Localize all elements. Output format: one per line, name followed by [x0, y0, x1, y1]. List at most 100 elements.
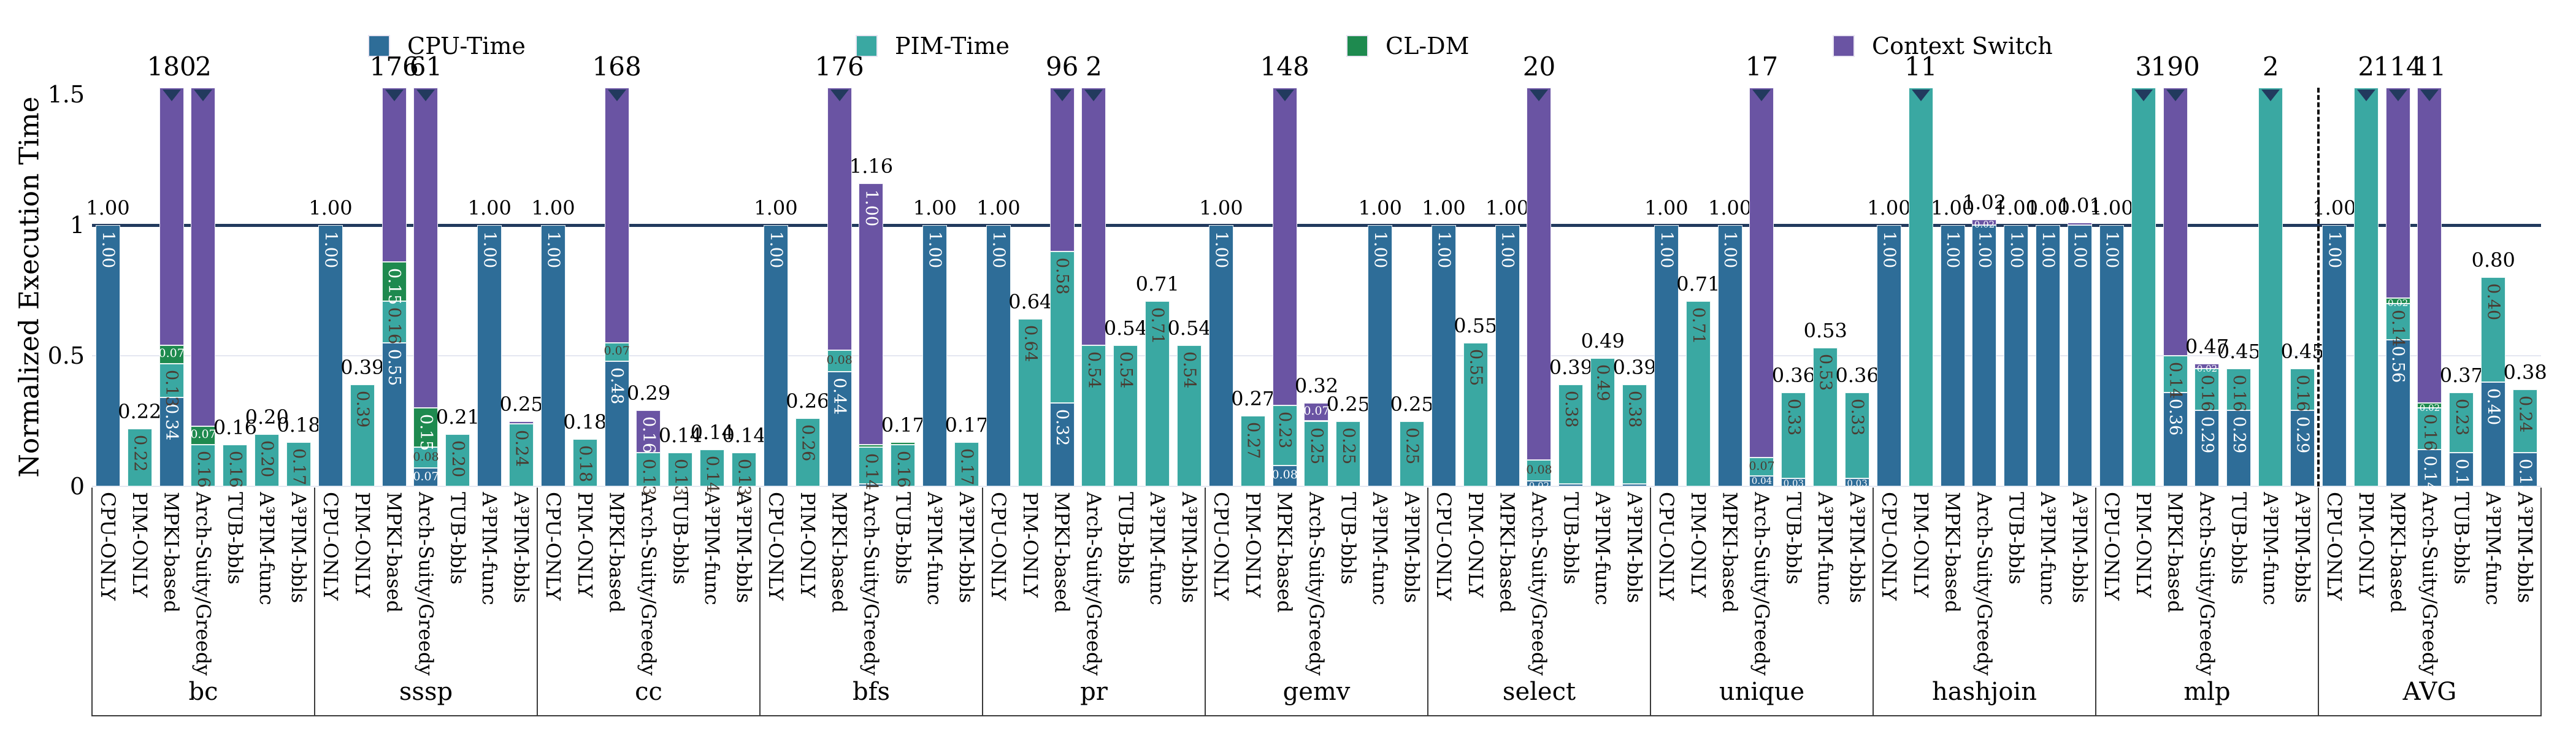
x-tick-label: A³PIM-func: [700, 492, 724, 605]
x-tick-label: CPU-ONLY: [764, 492, 788, 601]
x-tick-label: CPU-ONLY: [2322, 492, 2346, 601]
bar-segment-cpu: [2449, 452, 2474, 486]
x-tick-label: TUB-bbls: [669, 492, 692, 585]
bar-segment-cpu: [2385, 340, 2410, 486]
x-tick-label: Arch-Suity/Greedy: [859, 492, 883, 676]
bar-segment-value: 0.07: [1303, 404, 1330, 418]
bar-total-label: 1.00: [1199, 196, 1243, 220]
bar-segment-ctx: [1527, 88, 1552, 461]
bar-segment-value: 0.16: [893, 450, 913, 488]
bar-segment-cpu: [1845, 478, 1870, 486]
bar-segment-value: 1.00: [2325, 231, 2344, 269]
bar-segment-value: 0.32: [1052, 408, 1072, 446]
bar-segment-ctx: [1749, 88, 1774, 458]
x-tick-label: TUB-bbls: [1114, 492, 1138, 585]
overflow-arrow-icon: [1052, 90, 1071, 101]
bar-segment-cldm: [413, 408, 439, 448]
group-separator: [759, 488, 761, 716]
bar-segment-cpu: [2417, 450, 2442, 486]
bar-segment-ctx: [1049, 88, 1075, 251]
overflow-arrow-icon: [162, 90, 181, 101]
bar-segment-value: 0.08: [1271, 468, 1298, 482]
bar-segment-cpu: [1558, 483, 1584, 486]
overflow-arrow-icon: [385, 90, 404, 101]
bar-segment-pim: [127, 429, 152, 486]
bar-segment-value: 1.00: [1720, 231, 1740, 269]
bar-segment-pim: [1845, 392, 1870, 479]
legend-swatch-ctx: [1833, 35, 1855, 57]
bar-segment-cpu: [1972, 225, 1997, 486]
y-tick-0: 0: [69, 473, 85, 500]
bar-segment-value: 1.00: [861, 189, 881, 226]
overflow-value: 17: [1745, 52, 1779, 82]
x-tick-label: A³PIM-func: [923, 492, 947, 605]
overflow-value: 168: [592, 52, 642, 82]
bar-segment-value: 0.16: [2420, 414, 2439, 451]
legend-swatch-pim: [856, 35, 878, 57]
overflow-value: 11: [1904, 52, 1938, 82]
x-tick-label: PIM-ONLY: [1018, 492, 1042, 598]
bar-segment-pim: [445, 434, 470, 486]
bar-segment-value: 0.08: [1526, 462, 1552, 477]
group-label: unique: [1719, 678, 1805, 706]
bar-segment-ctx: [1081, 88, 1106, 345]
bar-segment-pim: [223, 444, 248, 486]
bar-segment-pim: [2258, 88, 2283, 486]
bar-segment-value: 1.00: [1370, 231, 1390, 269]
bar-segment-value: 0.14: [2166, 362, 2185, 399]
bar-segment-value: 0.20: [448, 440, 467, 477]
bar-segment-value: 0.07: [1749, 459, 1775, 473]
bar-segment-pim: [2385, 303, 2410, 340]
x-tick-label: A³PIM-bbls: [1400, 492, 1424, 604]
bar-segment-value: 0.23: [1275, 411, 1295, 449]
overflow-value: 96: [1045, 52, 1079, 82]
bar-segment-cpu: [986, 225, 1011, 486]
group-separator: [2540, 488, 2542, 716]
overflow-arrow-icon: [830, 90, 849, 101]
group-separator: [2095, 488, 2096, 716]
x-tick-label: TUB-bbls: [1782, 492, 1806, 585]
bar-total-label: 0.17: [945, 413, 989, 437]
legend-item-cpu: CPU-Time: [368, 34, 526, 58]
bar-segment-cpu: [1049, 402, 1075, 486]
bar-segment-pim: [191, 444, 216, 486]
bar-total-label: 0.25: [1326, 392, 1370, 416]
bar-segment-pim: [700, 450, 725, 486]
x-tick-label: PIM-ONLY: [128, 492, 151, 598]
bar-segment-value: 0.36: [2166, 398, 2185, 435]
overflow-value: 3: [2135, 52, 2152, 82]
bar-segment-value: 1.00: [925, 231, 945, 269]
group-separator: [982, 488, 983, 716]
bar-segment-ctx: [2417, 88, 2442, 403]
bar-segment-value: 0.02: [1528, 480, 1550, 492]
x-tick-label: PIM-ONLY: [1686, 492, 1710, 598]
bar-segment-value: 0.20: [257, 440, 277, 477]
legend-item-pim: PIM-Time: [856, 34, 1010, 58]
bar-segment-pim: [350, 384, 375, 486]
x-tick-label: CPU-ONLY: [986, 492, 1010, 601]
bar-segment-cldm: [381, 261, 407, 301]
bar-total-label: 0.45: [2217, 340, 2261, 364]
bar-segment-value: 0.71: [1148, 307, 1167, 344]
x-tick-label: PIM-ONLY: [1241, 492, 1265, 598]
bar-segment-value: 1.00: [321, 231, 340, 269]
x-tick-label: CPU-ONLY: [1209, 492, 1233, 601]
y-tick-1: 1: [69, 212, 85, 239]
bar-total-label: 0.26: [786, 389, 830, 413]
bar-segment-value: 1.00: [2038, 231, 2058, 269]
bar-segment-pim: [1081, 345, 1106, 486]
x-tick-label: MPKI-based: [382, 492, 406, 613]
bar-segment-pim: [1272, 405, 1297, 466]
bar-segment-cpu: [2099, 225, 2124, 486]
bar-segment-value: 0.40: [2483, 283, 2503, 321]
x-tick-label: PIM-ONLY: [1909, 492, 1933, 598]
bar-segment-cpu: [1272, 465, 1297, 486]
legend-label-cldm: CL-DM: [1386, 33, 1470, 59]
bar-segment-value: 1.00: [1498, 231, 1517, 269]
bar-segment-pim: [1685, 301, 1711, 486]
bar-total-label: 1.00: [1708, 196, 1752, 220]
x-tick-label: Arch-Suity/Greedy: [414, 492, 438, 676]
bar-segment-pim: [2290, 369, 2315, 411]
bar-segment-value: 0.49: [1593, 364, 1612, 402]
